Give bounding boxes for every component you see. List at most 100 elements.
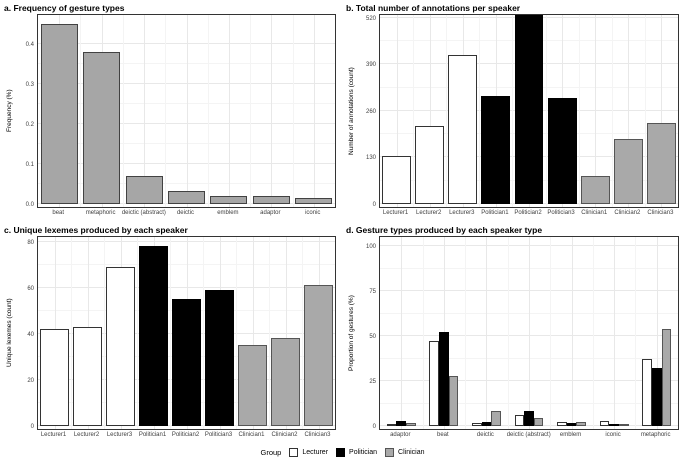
gridline-major-v xyxy=(529,237,530,429)
bar-clinician-beat xyxy=(448,375,459,426)
x-category-label: deictic xyxy=(176,210,194,216)
gridline-minor-v xyxy=(302,237,303,429)
panel-d-x-axis-labels: adaptor beat deictic deictic (abstract) embl… xyxy=(379,431,679,441)
bar-lecturer2 xyxy=(73,326,102,426)
gridline-minor-v xyxy=(644,15,646,207)
x-category-label: iconic xyxy=(605,432,621,438)
legend-entry-politician: Politician xyxy=(336,447,378,457)
bar-lecturer-deictic xyxy=(471,423,482,426)
gridline-minor-v xyxy=(545,15,547,207)
x-category-label: Politician1 xyxy=(481,210,509,216)
x-category-label: deictic (abstract) xyxy=(121,210,166,216)
panel-c-x-axis-labels: Lecturer1 Lecturer2 Lecturer3 Politician1 Po… xyxy=(37,431,336,441)
gridline-major-v xyxy=(144,15,146,207)
bar-clinician2 xyxy=(613,138,643,204)
bar-lecturer-beat xyxy=(429,340,440,426)
x-category-label: metaphoric xyxy=(640,432,671,438)
bar-politician-deictic--abstract- xyxy=(524,410,534,426)
bar-adaptor xyxy=(252,196,290,204)
gridline-minor-v xyxy=(236,237,237,429)
bar-lecturer-iconic xyxy=(599,420,610,426)
gridline-minor-v xyxy=(71,237,72,429)
x-category-label: Clinician1 xyxy=(238,432,265,438)
gridline-minor-v xyxy=(578,15,580,207)
gridline-minor-v xyxy=(592,237,594,429)
bar-clinician-emblem xyxy=(576,422,587,426)
y-tick-label: 520 xyxy=(365,15,376,22)
y-tick-label: 0.1 xyxy=(25,161,34,168)
gridline-minor-v xyxy=(465,237,467,429)
gridline-minor-v xyxy=(422,237,424,429)
gridline-minor-v xyxy=(611,15,613,207)
panel-c-y-axis-ticks: 0 20 40 60 80 xyxy=(15,236,37,430)
legend-label-politician: Politician xyxy=(349,448,378,456)
bar-politician-iconic xyxy=(609,424,619,426)
gridline-major-v xyxy=(628,15,630,207)
gridline-major-v xyxy=(571,237,573,429)
bar-lecturer1 xyxy=(40,329,69,426)
bar-politician3 xyxy=(547,98,577,204)
gridline-minor-v xyxy=(250,15,252,207)
x-category-label: Lecturer3 xyxy=(106,432,133,438)
gridline-minor-v xyxy=(104,237,105,429)
bar-lecturer1 xyxy=(382,155,411,204)
x-category-label: deictic xyxy=(476,432,494,438)
gridline-minor-v xyxy=(170,237,171,429)
gridline-major-v xyxy=(656,237,658,429)
panel-b-x-axis-labels: Lecturer1 Lecturer2 Lecturer3 Politician1 Po… xyxy=(379,209,679,219)
y-tick-label: 0.2 xyxy=(25,121,34,128)
bar-emblem xyxy=(210,195,248,204)
bar-clinician3 xyxy=(304,285,333,426)
lecturer-swatch-icon xyxy=(289,447,299,457)
panel-b-y-axis-ticks: 0 130 260 390 520 xyxy=(357,14,379,208)
gridline-major-v xyxy=(486,237,488,429)
gridline-major-v xyxy=(252,237,254,429)
gridline-minor-v xyxy=(165,15,167,207)
bar-lecturer-emblem xyxy=(557,421,567,426)
bar-clinician3 xyxy=(647,122,676,204)
x-category-label: Clinician2 xyxy=(271,432,298,438)
x-category-label: Lecturer2 xyxy=(73,432,100,438)
bar-clinician-iconic xyxy=(618,423,629,426)
x-category-label: beat xyxy=(52,210,65,216)
y-tick-label: 20 xyxy=(27,377,34,384)
bar-iconic xyxy=(295,198,333,204)
bar-lecturer-adaptor xyxy=(386,423,397,426)
gridline-major-v xyxy=(429,15,431,207)
gridline-minor-v xyxy=(550,237,552,429)
x-category-label: Politician3 xyxy=(204,432,233,438)
clinician-swatch-icon xyxy=(385,447,395,457)
x-category-label: Lecturer1 xyxy=(382,210,409,216)
y-tick-label: 390 xyxy=(365,62,376,69)
x-category-label: Lecturer3 xyxy=(449,210,475,216)
bar-clinician-deictic--abstract- xyxy=(533,417,544,426)
y-tick-label: 130 xyxy=(365,155,376,162)
x-category-label: deictic (abstract) xyxy=(506,432,551,438)
bar-deictic--abstract- xyxy=(125,175,163,204)
gridline-major-v xyxy=(313,15,315,207)
panel-d-y-axis-label: Proportion of gestures (%) xyxy=(348,295,355,371)
bar-clinician2 xyxy=(271,338,300,426)
y-tick-label: 260 xyxy=(365,108,376,115)
panel-a-body: Frequency (%) 0.0 0.1 0.2 0.3 0.4 xyxy=(4,14,336,208)
y-tick-label: 75 xyxy=(369,289,376,295)
y-tick-label: 60 xyxy=(27,285,34,292)
panel-d-y-axis-ticks: 0 25 50 75 100 xyxy=(357,236,379,430)
y-tick-label: 80 xyxy=(27,239,34,246)
legend-label-lecturer: Lecturer xyxy=(302,448,329,456)
gridline-minor-v xyxy=(292,15,294,207)
y-tick-label: 0 xyxy=(372,202,376,208)
bar-clinician1 xyxy=(580,176,610,204)
y-tick-label: 0.0 xyxy=(25,202,34,208)
panel-b-y-axis-label: Number of annotations (count) xyxy=(348,67,355,155)
panel-a-title: a. Frequency of gesture types xyxy=(4,3,125,13)
bar-politician1 xyxy=(481,95,511,204)
x-category-label: Clinician2 xyxy=(614,210,641,216)
x-category-label: Clinician3 xyxy=(647,210,674,216)
gridline-major-v xyxy=(186,15,188,207)
panel-a-y-axis-ticks: 0.0 0.1 0.2 0.3 0.4 xyxy=(15,14,37,208)
y-tick-label: 100 xyxy=(365,244,376,250)
panel-a-plot-area xyxy=(37,14,336,208)
panel-grid: a. Frequency of gesture types Frequency … xyxy=(4,3,679,441)
